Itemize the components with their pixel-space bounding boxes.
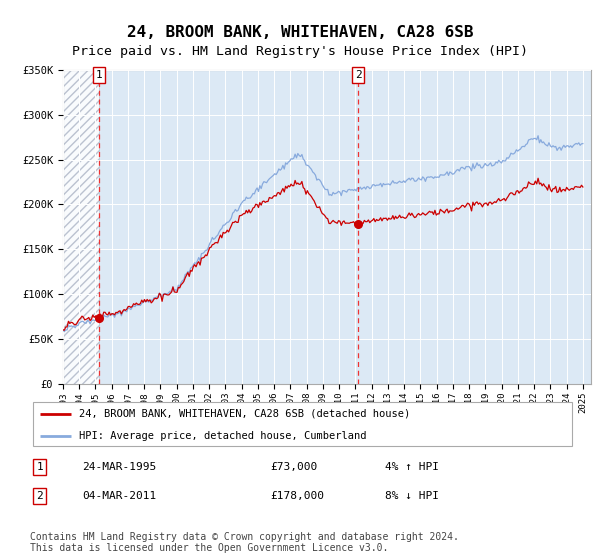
Text: Contains HM Land Registry data © Crown copyright and database right 2024.
This d: Contains HM Land Registry data © Crown c… xyxy=(30,531,459,553)
Text: 1: 1 xyxy=(37,462,43,472)
Text: 24-MAR-1995: 24-MAR-1995 xyxy=(82,462,156,472)
FancyBboxPatch shape xyxy=(33,402,572,446)
Text: Price paid vs. HM Land Registry's House Price Index (HPI): Price paid vs. HM Land Registry's House … xyxy=(72,45,528,58)
Text: 2: 2 xyxy=(355,70,362,80)
Text: 2: 2 xyxy=(37,491,43,501)
Bar xyxy=(63,70,99,384)
Text: £178,000: £178,000 xyxy=(270,491,324,501)
Text: HPI: Average price, detached house, Cumberland: HPI: Average price, detached house, Cumb… xyxy=(79,431,367,441)
Text: 24, BROOM BANK, WHITEHAVEN, CA28 6SB (detached house): 24, BROOM BANK, WHITEHAVEN, CA28 6SB (de… xyxy=(79,409,410,419)
Text: 4% ↑ HPI: 4% ↑ HPI xyxy=(385,462,439,472)
Text: £73,000: £73,000 xyxy=(270,462,317,472)
Text: 24, BROOM BANK, WHITEHAVEN, CA28 6SB: 24, BROOM BANK, WHITEHAVEN, CA28 6SB xyxy=(127,25,473,40)
Text: 1: 1 xyxy=(95,70,103,80)
Text: 04-MAR-2011: 04-MAR-2011 xyxy=(82,491,156,501)
Text: 8% ↓ HPI: 8% ↓ HPI xyxy=(385,491,439,501)
